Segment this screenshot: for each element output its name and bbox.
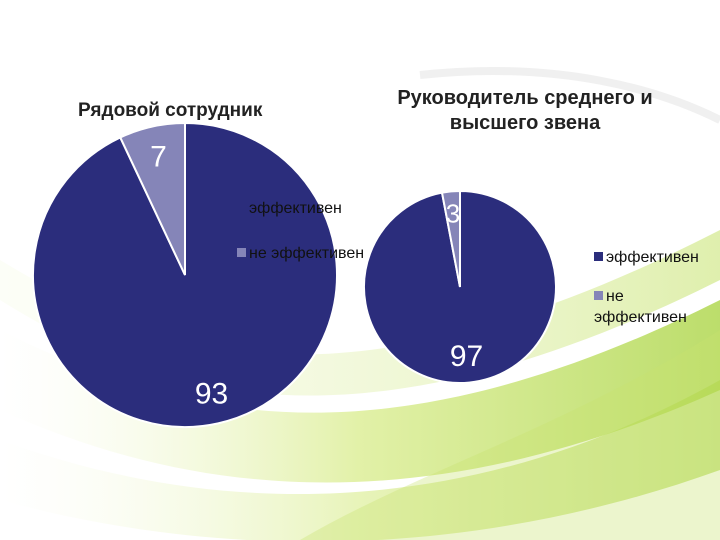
pie1-legend-swatch-not-effective [237, 248, 246, 257]
pie2-legend-item-effective: эффективен [594, 247, 714, 268]
pie1-legend-swatch-effective [237, 203, 246, 212]
pie1-slice-not-effective [118, 121, 186, 276]
pie2-legend: эффективен не эффективен [594, 247, 714, 328]
pie2-label-not-effective: 3 [446, 198, 460, 228]
pie2-legend-item-not-effective: не эффективен [594, 286, 714, 328]
pie1-title: Рядовой сотрудник [78, 100, 263, 121]
pie1-label-not-effective: 7 [150, 140, 167, 173]
pie1-legend-label-effective: эффективен [249, 200, 342, 217]
pie2-legend-swatch-effective [594, 252, 603, 261]
pie1-legend-item-not-effective: не эффективен [237, 243, 367, 264]
pie2-label-effective: 97 [450, 340, 483, 373]
pie2-legend-label-effective: эффективен [606, 249, 699, 266]
pie2-slice-not-effective [440, 189, 461, 288]
pie1-legend-label-not-effective: не эффективен [249, 245, 365, 262]
pie1-legend: эффективен не эффективен [237, 198, 367, 264]
pie1-label-effective: 93 [195, 378, 228, 411]
pie1-legend-item-effective: эффективен [237, 198, 367, 219]
pie2-legend-swatch-not-effective [594, 291, 603, 300]
pie2-legend-label-not-effective: не эффективен [594, 288, 687, 326]
pie2-title: Руководитель среднего и высшего звена [397, 87, 653, 134]
